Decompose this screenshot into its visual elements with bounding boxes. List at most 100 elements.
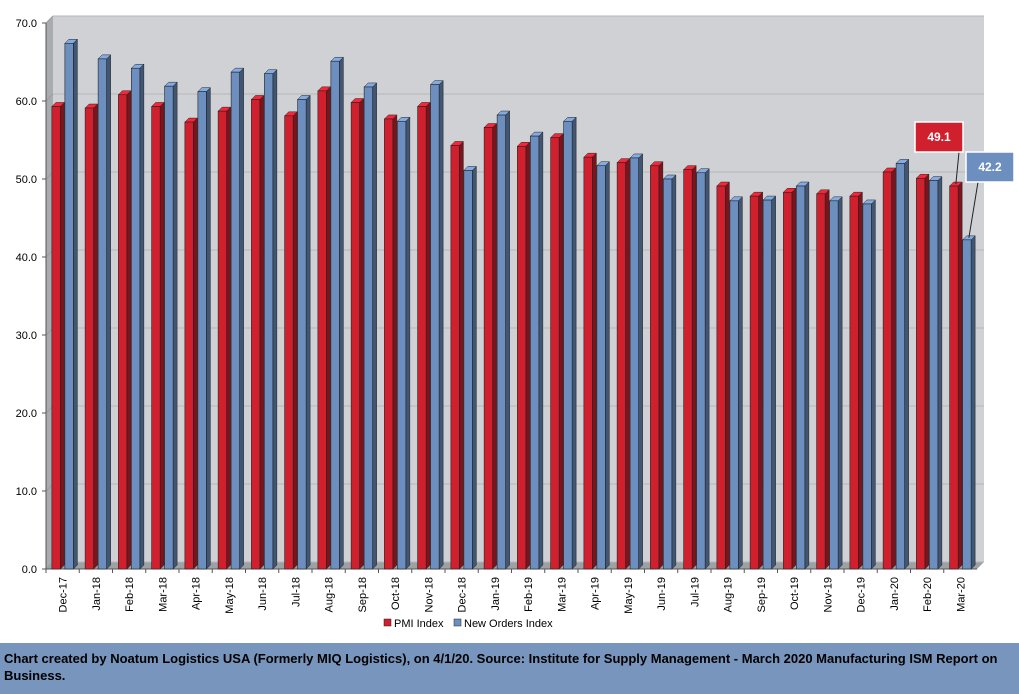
- bar-side: [525, 141, 531, 570]
- bar-pmi: [782, 187, 797, 570]
- bar-pmi: [450, 140, 464, 570]
- bar-new-orders: [529, 131, 544, 570]
- bar-face: [363, 86, 373, 570]
- bar-pmi: [51, 101, 65, 570]
- bar-face: [84, 107, 94, 570]
- bar-new-orders: [330, 56, 344, 570]
- bar-pmi: [616, 158, 631, 570]
- x-tick-label: Jul-19: [689, 577, 701, 607]
- bar-face: [916, 177, 926, 570]
- bar-face: [616, 162, 626, 570]
- x-tick-label: Jan-20: [889, 577, 901, 611]
- bar-side: [924, 173, 930, 570]
- bar-new-orders: [563, 116, 577, 570]
- bar-pmi: [383, 114, 398, 570]
- x-tick-label: Mar-18: [157, 577, 169, 612]
- bar-pmi: [350, 97, 365, 570]
- x-tick-label: Jan-18: [91, 577, 103, 611]
- callout-label: 49.1: [927, 130, 951, 144]
- bar-new-orders: [496, 110, 511, 570]
- bar-face: [650, 165, 660, 570]
- bar-new-orders: [396, 116, 411, 570]
- x-tick-label: Apr-19: [590, 577, 602, 610]
- bar-new-orders: [463, 165, 477, 570]
- bar-face: [696, 172, 706, 570]
- bar-chart: 0.0 10.0 20.0 30.0 40.0 50.0 60.0 70.0 Dec-17 Jan…: [16, 15, 1015, 630]
- bar-face: [929, 180, 939, 570]
- callout-leader: [968, 181, 979, 238]
- x-tick-label: Mar-19: [556, 577, 568, 612]
- y-tick-label: 10.0: [16, 486, 37, 498]
- side-wall: [46, 16, 53, 569]
- bar-face: [816, 193, 826, 570]
- bar-side: [93, 103, 98, 570]
- bar-face: [550, 137, 560, 570]
- bar-pmi: [516, 141, 531, 570]
- bar-face: [563, 120, 573, 570]
- x-tick-label: Nov-19: [822, 577, 834, 612]
- bar-side: [725, 181, 730, 570]
- bar-side: [858, 191, 863, 570]
- bar-side: [126, 90, 132, 570]
- x-tick-label: Dec-18: [457, 577, 469, 612]
- bar-side: [804, 181, 810, 570]
- bar-side: [159, 101, 165, 570]
- bar-face: [895, 163, 905, 570]
- gridline-side: [45, 15, 54, 24]
- bar-face: [530, 135, 540, 570]
- bar-pmi: [649, 161, 664, 570]
- bar-face: [184, 121, 194, 570]
- bar-face: [297, 99, 307, 570]
- bar-new-orders: [297, 94, 311, 570]
- bar-side: [226, 106, 231, 570]
- bar-new-orders: [862, 199, 876, 570]
- bar-face: [463, 170, 473, 570]
- bar-pmi: [483, 122, 498, 570]
- bar-pmi: [882, 167, 897, 570]
- bar-side: [60, 101, 65, 570]
- y-tick-label: 30.0: [16, 330, 37, 342]
- bar-face: [882, 171, 892, 570]
- bar-side: [472, 165, 477, 570]
- bar-pmi: [849, 191, 863, 570]
- bar-pmi: [816, 189, 830, 570]
- bar-face: [230, 71, 240, 570]
- bar-pmi: [84, 103, 99, 570]
- bar-new-orders: [164, 81, 178, 570]
- bar-side: [106, 54, 111, 570]
- bar-face: [417, 106, 427, 570]
- bar-face: [716, 185, 726, 570]
- bar-side: [305, 94, 311, 570]
- bar-face: [496, 114, 506, 570]
- bar-face: [862, 203, 872, 570]
- bar-new-orders: [263, 69, 278, 570]
- bar-pmi: [184, 117, 198, 570]
- x-tick-label: Dec-19: [856, 577, 868, 612]
- bar-face: [64, 42, 74, 570]
- bar-new-orders: [629, 153, 644, 570]
- bar-face: [949, 185, 959, 570]
- bar-side: [459, 140, 464, 570]
- legend-swatch-pmi: [383, 618, 392, 627]
- bar-side: [259, 94, 265, 570]
- bar-side: [505, 110, 510, 570]
- bar-pmi: [550, 133, 564, 570]
- bar-side: [405, 116, 411, 570]
- x-tick-label: Sep-19: [756, 577, 768, 612]
- x-tick-label: Jun-18: [257, 577, 269, 611]
- bar-side: [139, 63, 145, 570]
- bar-pmi: [317, 86, 331, 570]
- bar-face: [97, 58, 107, 570]
- callout-leader: [955, 151, 960, 185]
- bar-face: [397, 120, 407, 570]
- bar-side: [638, 153, 643, 570]
- bar-side: [206, 87, 211, 570]
- bar-face: [629, 157, 639, 570]
- bar-side: [558, 133, 564, 570]
- bar-face: [151, 106, 161, 570]
- bar-side: [738, 196, 743, 570]
- bar-face: [783, 191, 793, 570]
- bar-face: [430, 84, 440, 570]
- bar-side: [172, 81, 178, 570]
- x-tick-label: Sep-18: [357, 577, 369, 612]
